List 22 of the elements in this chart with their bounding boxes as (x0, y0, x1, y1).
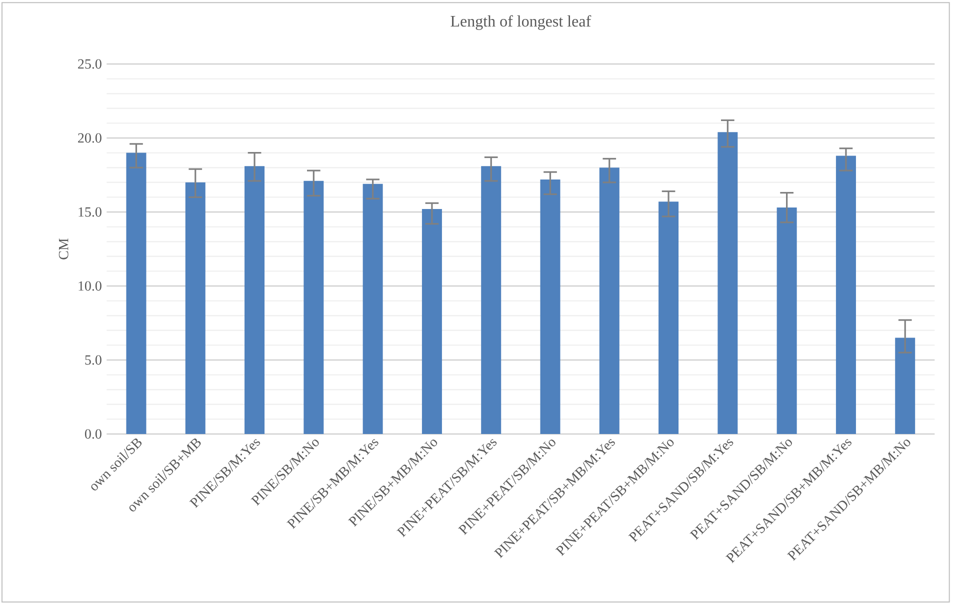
bar (481, 166, 502, 434)
bar (362, 184, 383, 434)
bar (244, 166, 265, 434)
y-tick-label: 15.0 (78, 207, 102, 217)
chart-title: Length of longest leaf (450, 15, 592, 30)
bar (658, 202, 679, 434)
bar (540, 179, 560, 434)
y-tick-label: 20.0 (78, 133, 102, 143)
bar (836, 156, 856, 434)
y-tick-label: 0.0 (84, 429, 102, 439)
bar (126, 152, 146, 434)
y-tick-label: 25.0 (78, 59, 102, 69)
y-axis-title: CM (58, 238, 68, 260)
bar (718, 132, 738, 434)
bar (304, 180, 324, 434)
bar (599, 168, 620, 434)
bar (422, 209, 442, 434)
bar (895, 338, 916, 434)
y-tick-label: 10.0 (78, 281, 102, 291)
bar (776, 208, 797, 434)
bar (185, 182, 206, 434)
y-tick-label: 5.0 (85, 355, 102, 365)
